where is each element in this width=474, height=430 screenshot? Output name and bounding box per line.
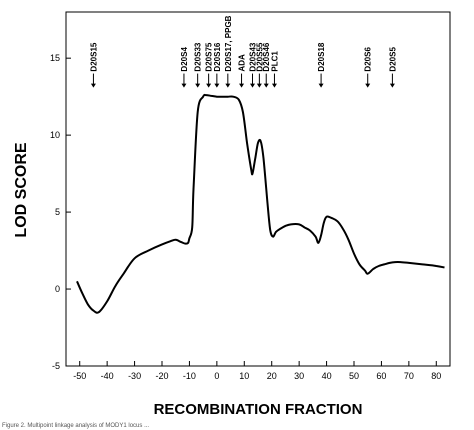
marker-label: D20S15	[89, 42, 98, 71]
marker-arrow-head	[256, 83, 262, 88]
marker-arrow-head	[318, 83, 324, 88]
x-tick-label: -50	[73, 371, 86, 381]
marker-arrow-head	[263, 83, 269, 88]
x-tick-label: 50	[349, 371, 359, 381]
marker-arrow-head	[365, 83, 371, 88]
marker-label: D20S17, PPGB	[224, 15, 233, 71]
x-tick-label: -10	[183, 371, 196, 381]
x-tick-label: 80	[431, 371, 441, 381]
x-tick-label: 60	[376, 371, 386, 381]
x-axis-ticks: -50 -40 -30 -20 -10 0 10 20 30 40 50 60 70 80	[73, 361, 441, 381]
marker-arrow-head	[225, 83, 231, 88]
marker-layer: D20S15 D20S4 D20S33 D20S75 D20S16 D20S17, PPG…	[89, 15, 397, 88]
marker-label: D20S16	[213, 42, 222, 71]
marker-arrow-head	[250, 83, 256, 88]
marker-arrow-head	[195, 83, 201, 88]
x-tick-label: 30	[294, 371, 304, 381]
marker-arrow-head	[271, 83, 277, 88]
marker-label: D20S5	[388, 47, 397, 72]
y-tick-label: 5	[55, 207, 60, 217]
lod-score-line	[76, 93, 445, 314]
y-tick-label: 10	[50, 130, 60, 140]
x-axis-title: RECOMBINATION FRACTION	[154, 401, 363, 418]
marker-label: D20S75	[205, 42, 214, 71]
x-tick-label: 20	[267, 371, 277, 381]
x-tick-label: -20	[155, 371, 168, 381]
series-layer	[76, 93, 445, 314]
marker-label: D20S43	[249, 42, 258, 71]
x-tick-label: 40	[322, 371, 332, 381]
x-tick-label: -40	[101, 371, 114, 381]
y-tick-label: 0	[55, 284, 60, 294]
marker-arrow-head	[389, 83, 395, 88]
marker-label: D20S55	[255, 42, 264, 71]
x-tick-label: 10	[239, 371, 249, 381]
y-axis-ticks: -5 0 5 10 15	[50, 53, 71, 371]
y-tick-label: 15	[50, 53, 60, 63]
marker-label: PLC1	[270, 51, 279, 72]
plot-frame	[65, 11, 451, 367]
marker-arrow-head	[239, 83, 245, 88]
marker-arrow-head	[90, 83, 96, 88]
marker-label: D20S6	[364, 47, 373, 72]
x-tick-label: 0	[214, 371, 219, 381]
marker-label: ADA	[238, 54, 247, 72]
marker-arrow-head	[181, 83, 187, 88]
marker-label: D20S18	[317, 42, 326, 71]
marker-label: D20S4	[180, 47, 189, 72]
y-tick-label: -5	[52, 361, 60, 371]
y-axis-title: LOD SCORE	[13, 142, 30, 237]
marker-label: D20S33	[194, 42, 203, 71]
marker-arrow-head	[206, 83, 212, 88]
marker-arrow-head	[214, 83, 220, 88]
x-tick-label: 70	[404, 371, 414, 381]
figure-caption: Figure 2. Multipoint linkage analysis of…	[2, 423, 150, 429]
marker-label: D20S46	[262, 42, 271, 71]
x-tick-label: -30	[128, 371, 141, 381]
